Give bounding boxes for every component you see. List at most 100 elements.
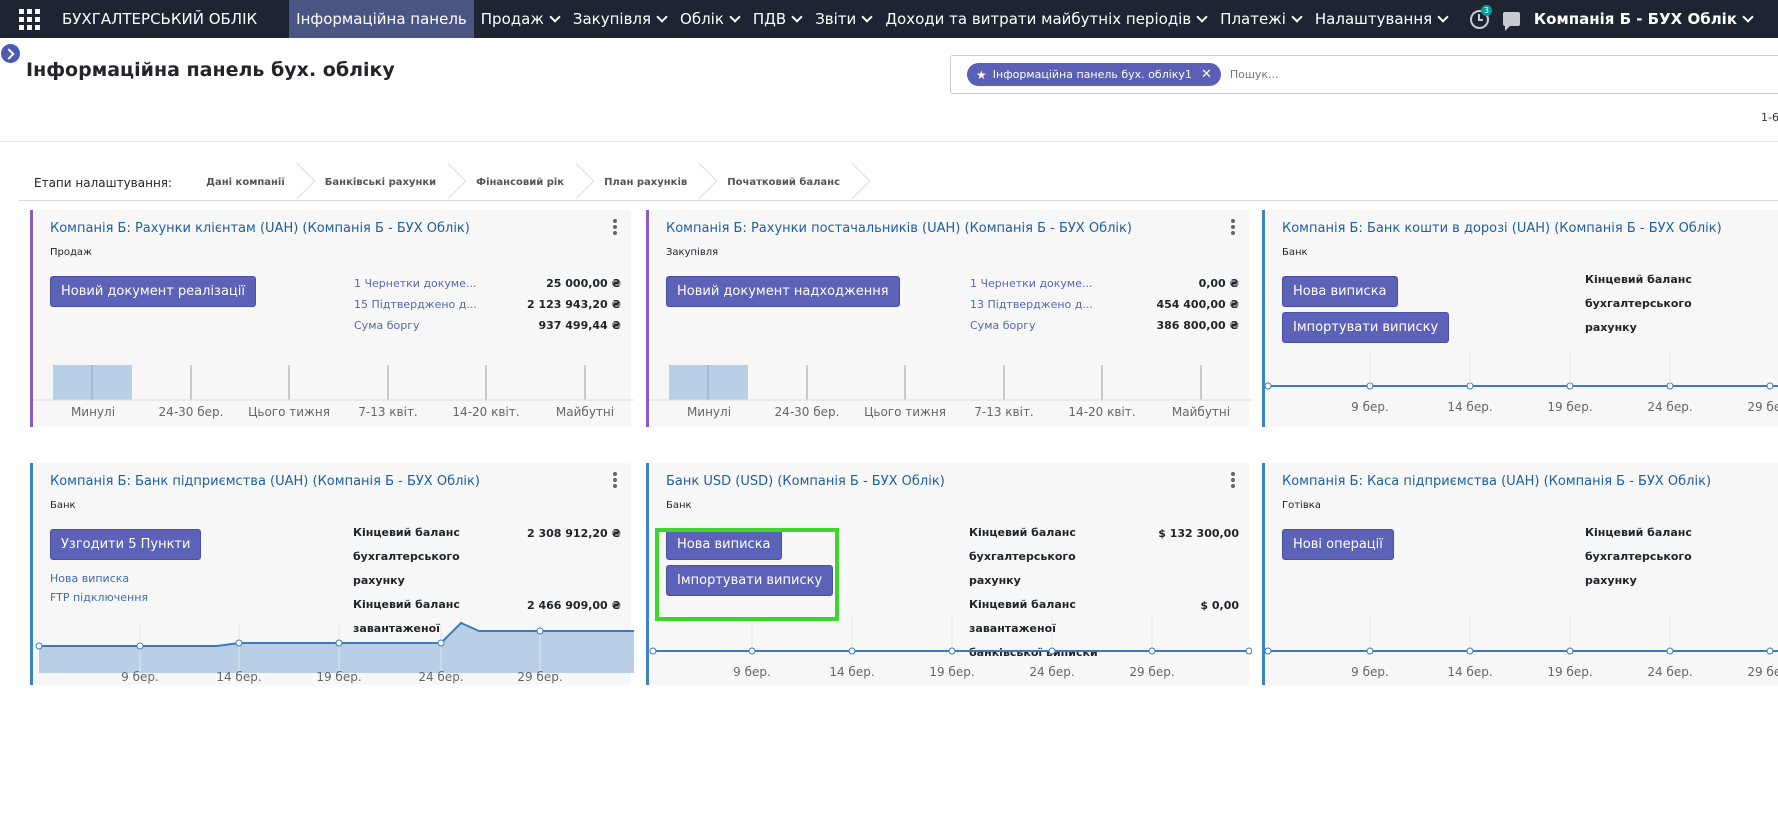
journal-type: Банк xyxy=(666,500,692,511)
journal-type: Банк xyxy=(50,500,76,511)
new-bill-button[interactable]: Новий документ надходження xyxy=(666,276,900,307)
menu-vat[interactable]: ПДВ xyxy=(746,0,808,38)
card-menu-icon[interactable] xyxy=(613,472,617,488)
step-company-data[interactable]: Дані компанії xyxy=(182,165,301,201)
menu-payments[interactable]: Платежі xyxy=(1213,0,1308,38)
menu-purchases[interactable]: Закупівля xyxy=(566,0,673,38)
new-statement-link[interactable]: Нова виписка xyxy=(50,572,130,585)
axis-label: 19 бер. xyxy=(1547,665,1592,679)
debt-link[interactable]: Сума боргу xyxy=(354,319,420,332)
remove-facet-icon[interactable]: ✕ xyxy=(1200,67,1212,82)
balance-area-chart: 9 бер. 14 бер. 19 бер. 24 бер. 29 бер. xyxy=(35,621,634,684)
search-input[interactable] xyxy=(1229,68,1530,81)
bar-label: Минулі xyxy=(71,405,115,419)
axis-label: 19 бер. xyxy=(316,670,361,684)
axis-label: 9 бер. xyxy=(1351,665,1389,679)
debt-link[interactable]: Сума боргу xyxy=(970,319,1036,332)
journal-card-bank-usd: Банк USD (USD) (Компанія Б - БУХ Облік) … xyxy=(646,463,1252,685)
statement-balance-label: Кінцевий баланс завантаженої банківської… xyxy=(969,598,1098,659)
dashboard-content: Етапи налаштування: Дані компанії Банків… xyxy=(0,143,1778,814)
pager-value[interactable]: 1-6 xyxy=(1761,111,1778,124)
journal-card-sales: Компанія Б: Рахунки клієнтам (UAH) (Комп… xyxy=(30,210,634,427)
balance-line-chart: 9 бер. 14 бер. 19 бер. 24 бер. 29 бер. xyxy=(1265,352,1778,414)
posted-value: 454 400,00 ₴ xyxy=(1156,298,1239,311)
journal-title[interactable]: Компанія Б: Рахунки клієнтам (UAH) (Комп… xyxy=(50,221,470,236)
import-statement-button[interactable]: Імпортувати виписку xyxy=(666,565,834,596)
journal-type: Закупівля xyxy=(666,247,719,258)
menu-reports[interactable]: Звіти xyxy=(808,0,878,38)
draft-value: 0,00 ₴ xyxy=(1198,277,1239,290)
posted-link[interactable]: 15 Підтверджено д... xyxy=(354,298,477,311)
journal-title[interactable]: Компанія Б: Рахунки постачальників (UAH)… xyxy=(666,221,1132,236)
star-icon: ★ xyxy=(976,67,987,82)
chevron-down-icon xyxy=(729,11,741,23)
axis-label: 19 бер. xyxy=(929,665,974,679)
step-chart-of-accounts[interactable]: План рахунків xyxy=(580,165,703,201)
bar-label: 14-20 квіт. xyxy=(1068,405,1135,419)
new-transactions-button[interactable]: Нові операції xyxy=(1282,529,1394,560)
step-fiscal-year[interactable]: Фінансовий рік xyxy=(452,165,580,201)
journal-title[interactable]: Компанія Б: Каса підприємства (UAH) (Ком… xyxy=(1282,474,1712,489)
draft-link[interactable]: 1 Чернетки докуме... xyxy=(354,277,477,290)
sidebar-toggle-icon[interactable] xyxy=(1,44,20,63)
journal-title[interactable]: Компанія Б: Банк кошти в дорозі (UAH) (К… xyxy=(1282,221,1722,236)
facet-label: Інформаційна панель бух. обліку1 xyxy=(992,68,1192,81)
bar-label: 14-20 квіт. xyxy=(452,405,519,419)
bar-label: Майбутні xyxy=(1172,405,1230,419)
reconcile-button[interactable]: Узгодити 5 Пункти xyxy=(50,529,202,560)
top-navbar: БУХГАЛТЕРСЬКИЙ ОБЛІК Інформаційна панель… xyxy=(0,0,1778,38)
draft-link[interactable]: 1 Чернетки докуме... xyxy=(970,277,1093,290)
posted-link[interactable]: 13 Підтверджено д... xyxy=(970,298,1093,311)
axis-label: 24 бер. xyxy=(1647,400,1692,414)
bar-label: 7-13 квіт. xyxy=(974,405,1034,419)
apps-menu-icon[interactable] xyxy=(19,8,41,30)
journal-type: Продаж xyxy=(50,247,93,258)
app-brand[interactable]: БУХГАЛТЕРСЬКИЙ ОБЛІК xyxy=(62,10,258,28)
search-box[interactable]: ★ Інформаційна панель бух. обліку1 ✕ xyxy=(950,55,1778,94)
chevron-down-icon xyxy=(656,11,668,23)
bar-label: Минулі xyxy=(687,405,731,419)
new-invoice-button[interactable]: Новий документ реалізації xyxy=(50,276,257,307)
statement-balance-value: 2 466 909,00 ₴ xyxy=(526,599,621,612)
card-menu-icon[interactable] xyxy=(613,219,617,235)
chevron-down-icon xyxy=(861,11,873,23)
journal-title[interactable]: Банк USD (USD) (Компанія Б - БУХ Облік) xyxy=(666,474,945,489)
journal-card-bank: Компанія Б: Банк підприємства (UAH) (Ком… xyxy=(30,463,634,685)
axis-label: 29 бер. xyxy=(1129,665,1174,679)
axis-label: 14 бер. xyxy=(829,665,874,679)
company-switcher[interactable]: Компанія Б - БУХ Облік xyxy=(1534,10,1754,28)
journal-title[interactable]: Компанія Б: Банк підприємства (UAH) (Ком… xyxy=(50,474,480,489)
step-bank-accounts[interactable]: Банківські рахунки xyxy=(301,165,452,201)
axis-label: 29 бер. xyxy=(1747,400,1778,414)
menu-dashboard[interactable]: Інформаційна панель xyxy=(289,0,474,38)
statement-balance-value: $ 0,00 xyxy=(1200,599,1239,612)
chevron-down-icon xyxy=(1742,11,1754,23)
bar-label: 7-13 квіт. xyxy=(358,405,418,419)
aging-bar-chart: Минулі 24-30 бер. Цього тижня 7-13 квіт.… xyxy=(649,365,1252,419)
axis-label: 14 бер. xyxy=(1447,665,1492,679)
draft-value: 25 000,00 ₴ xyxy=(546,277,621,290)
card-menu-icon[interactable] xyxy=(1231,472,1235,488)
card-menu-icon[interactable] xyxy=(1231,219,1235,235)
activity-count-badge: 3 xyxy=(1480,4,1492,16)
balance-value: $ 132 300,00 xyxy=(1158,527,1239,540)
import-statement-button[interactable]: Імпортувати виписку xyxy=(1282,312,1450,343)
setup-steps: Етапи налаштування: Дані компанії Банків… xyxy=(18,165,1778,201)
search-facet[interactable]: ★ Інформаційна панель бух. обліку1 ✕ xyxy=(967,63,1221,86)
debt-value: 937 499,44 ₴ xyxy=(538,319,621,332)
messages-icon[interactable] xyxy=(1502,12,1520,31)
menu-accounting[interactable]: Облік xyxy=(673,0,746,38)
menu-deferred[interactable]: Доходи та витрати майбутніх періодів xyxy=(878,0,1213,38)
axis-label: 14 бер. xyxy=(216,670,261,684)
journal-card-purchases: Компанія Б: Рахунки постачальників (UAH)… xyxy=(646,210,1252,427)
menu-sales[interactable]: Продаж xyxy=(474,0,566,38)
bar-label: Цього тижня xyxy=(864,405,946,419)
journal-type: Банк xyxy=(1282,247,1308,258)
activity-clock-icon[interactable]: 3 xyxy=(1469,4,1492,29)
ftp-connection-link[interactable]: FTP підключення xyxy=(50,591,149,604)
menu-settings[interactable]: Налаштування xyxy=(1308,0,1454,38)
new-statement-button[interactable]: Нова виписка xyxy=(1282,276,1398,307)
topbar-right: 3 Компанія Б - БУХ Облік xyxy=(1469,0,1754,38)
bar-label: Майбутні xyxy=(556,405,614,419)
step-opening-balance[interactable]: Початковий баланс xyxy=(703,165,856,201)
